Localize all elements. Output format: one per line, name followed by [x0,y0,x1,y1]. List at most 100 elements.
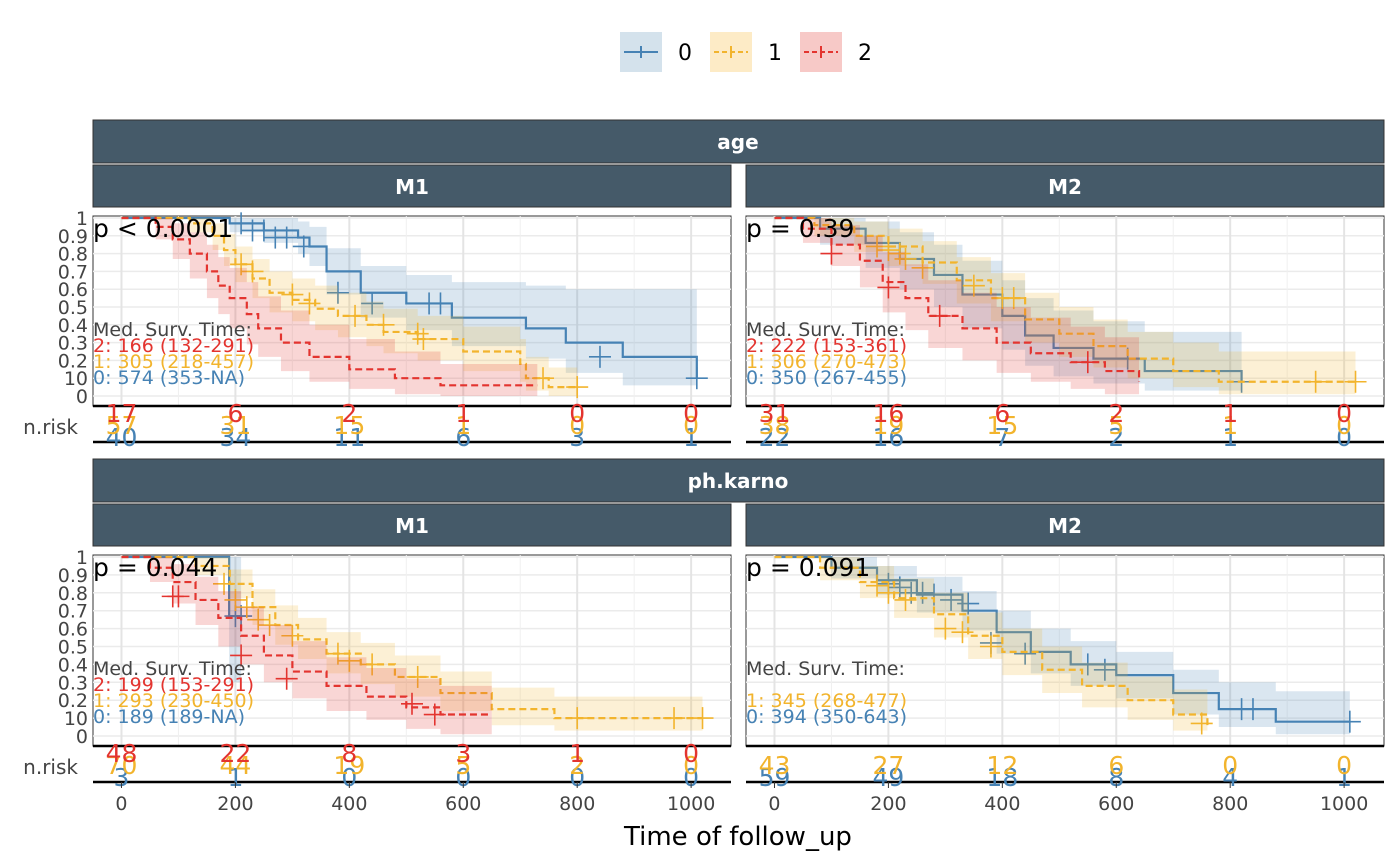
risk-count-2: 48 [106,739,138,768]
y-tick-label: 10 [64,368,88,390]
x-tick-label: 800 [1212,793,1248,815]
risk-count-1: 12 [986,751,1018,780]
y-tick-label: 0.4 [58,315,88,337]
risk-table [93,746,731,782]
risk-count-1: 0 [569,411,585,440]
confidence-band [121,557,703,731]
series-0 [121,555,253,683]
y-tick-label: 0.9 [58,226,88,248]
risk-count-2: 8 [341,739,357,768]
risk-count-1: 0 [1222,751,1238,780]
risk-count-0: 3 [569,423,585,452]
risk-count-1: 15 [333,411,365,440]
median-entry-2: 2: 166 (132-291) [93,335,254,357]
row-strip-label: ph.karno [688,469,789,493]
row-strip [92,119,1385,164]
survival-curve [121,216,538,387]
series-2 [121,555,492,736]
y-tick-label: 0.6 [58,619,88,641]
risk-count-0: 1 [227,763,243,792]
panel-strip-label: M2 [1048,514,1082,538]
risk-count-1: 43 [759,751,791,780]
confidence-band [121,218,697,395]
row-strip [92,458,1385,503]
legend-item-0: 0 [620,32,692,72]
risk-table [93,406,731,442]
p-value: p = 0.044 [93,553,217,582]
risk-count-1: 6 [1108,751,1124,780]
risk-count-2: 17 [106,399,138,428]
x-tick-label: 0 [115,793,127,815]
panel-strip [745,503,1385,547]
survival-curve [121,555,703,720]
legend: 0 1 2 [620,32,872,72]
x-tick-label: 400 [331,793,367,815]
risk-count-0: 8 [1108,763,1124,792]
y-tick-label: 0.8 [58,583,88,605]
risk-count-2: 16 [873,399,905,428]
series-1 [774,555,1213,736]
risk-count-2: 0 [1336,399,1352,428]
y-tick-label: 0.2 [58,690,88,712]
series-2 [121,216,538,396]
median-title: Med. Surv. Time: [746,658,905,680]
confidence-band [774,218,1356,395]
median-entry-0: 0: 189 (189-NA) [93,706,245,728]
survival-curve [121,216,578,389]
legend-label: 2 [858,41,872,66]
x-tick-label: 800 [559,793,595,815]
x-axis-title: Time of follow_up [623,822,852,852]
panel-strip-label: M2 [1048,175,1082,199]
x-tick-label: 1000 [1320,793,1368,815]
p-value: p = 0.39 [746,214,854,243]
legend-label: 0 [678,41,692,66]
plot-area [745,554,1385,747]
median-entry-2: 2: 222 (153-361) [746,335,907,357]
risk-count-0: 0 [569,763,585,792]
x-tick-label: 200 [217,793,253,815]
series-2 [774,216,1141,396]
risk-count-0: 3 [114,763,130,792]
median-title: Med. Surv. Time: [93,658,252,680]
risk-count-1: 38 [759,411,791,440]
risk-count-1: 15 [986,411,1018,440]
y-tick-label: 0.6 [58,279,88,301]
risk-count-1: 31 [220,411,252,440]
risk-count-1: 0 [1336,751,1352,780]
confidence-band [774,557,1350,735]
legend-label: 1 [768,41,782,66]
legend-item-1: 1 [710,32,782,72]
risk-count-0: 1 [1336,763,1352,792]
confidence-band [774,218,1242,395]
plot-area [745,215,1385,407]
series-1 [774,216,1367,395]
risk-count-2: 2 [1108,399,1124,428]
confidence-band [121,218,538,396]
risk-count-2: 6 [227,399,243,428]
y-tick-label: 0.2 [58,350,88,372]
risk-count-0: 1 [683,423,699,452]
panel-ph.karno-M2: M2 p = 0.091 Med. Surv. Time: 1: 345 (268-4… [745,503,1385,815]
risk-count-2: 1 [1222,399,1238,428]
risk-count-1: 44 [220,751,252,780]
risk-count-1: 57 [106,411,138,440]
p-value: p < 0.0001 [93,214,233,243]
risk-table [746,406,1384,442]
y-tick-label: 0.3 [58,333,88,355]
median-title: Med. Surv. Time: [746,319,905,341]
confidence-band [774,218,1140,396]
panel-strip [92,164,732,208]
risk-count-1: 5 [455,751,471,780]
y-tick-label: 1 [76,547,88,569]
risk-count-0: 0 [683,763,699,792]
x-tick-label: 1000 [667,793,715,815]
risk-count-1: 70 [106,751,138,780]
risk-count-1: 0 [683,751,699,780]
y-tick-label: 0.7 [58,601,88,623]
risk-count-1: 27 [873,751,905,780]
plot-area [92,215,732,407]
risk-table [746,746,1384,782]
